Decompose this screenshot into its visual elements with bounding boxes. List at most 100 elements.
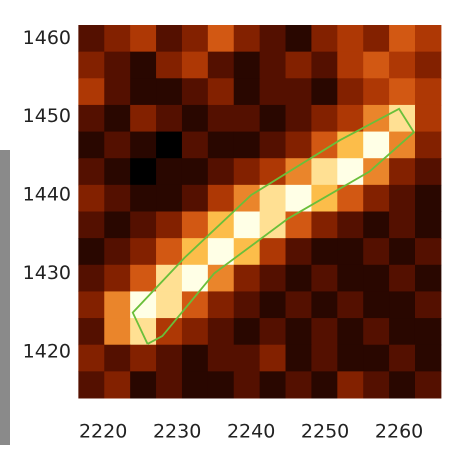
heat-cell xyxy=(311,291,337,318)
heat-cell xyxy=(389,132,415,159)
heat-cell xyxy=(415,105,441,132)
heat-cell xyxy=(156,345,182,372)
side-image-strip xyxy=(0,150,10,445)
heat-cell xyxy=(286,132,312,159)
heat-cell xyxy=(363,78,389,105)
heat-cell xyxy=(104,371,130,398)
heat-cell xyxy=(311,78,337,105)
heat-cell xyxy=(182,78,208,105)
heat-cell xyxy=(130,78,156,105)
heat-cell xyxy=(363,238,389,265)
heat-cell xyxy=(337,132,363,159)
x-tick-label: 2240 xyxy=(227,421,275,443)
heat-cell xyxy=(156,158,182,185)
heat-cell xyxy=(337,78,363,105)
heat-cell xyxy=(389,238,415,265)
heat-cell xyxy=(130,345,156,372)
heat-cell xyxy=(260,212,286,239)
heat-cell xyxy=(182,158,208,185)
heat-cell xyxy=(156,318,182,345)
heat-cell xyxy=(78,318,104,345)
x-tick-label: 2250 xyxy=(301,421,349,443)
heat-cell xyxy=(78,132,104,159)
heat-cell xyxy=(311,212,337,239)
heat-cell xyxy=(182,238,208,265)
heat-cell xyxy=(234,212,260,239)
heat-cell xyxy=(337,212,363,239)
heat-cell xyxy=(234,371,260,398)
heat-cell xyxy=(286,318,312,345)
heat-cell xyxy=(130,105,156,132)
heat-cell xyxy=(156,291,182,318)
heat-cell xyxy=(337,318,363,345)
heat-cell xyxy=(156,132,182,159)
heat-cell xyxy=(234,52,260,79)
heat-cell xyxy=(260,185,286,212)
heat-cell xyxy=(156,265,182,292)
heat-cell xyxy=(208,132,234,159)
heat-cell xyxy=(156,371,182,398)
heat-cell xyxy=(363,25,389,52)
heat-cell xyxy=(156,105,182,132)
heat-cell xyxy=(415,318,441,345)
heat-cell xyxy=(389,318,415,345)
x-tick-label: 2220 xyxy=(79,421,127,443)
heat-cell xyxy=(415,52,441,79)
heat-cell xyxy=(78,212,104,239)
heat-cell xyxy=(363,291,389,318)
heat-cell xyxy=(286,212,312,239)
x-tick-label: 2260 xyxy=(375,421,423,443)
heat-cell xyxy=(104,25,130,52)
heat-cell xyxy=(363,132,389,159)
heat-cell xyxy=(208,158,234,185)
heat-cell xyxy=(286,52,312,79)
heat-cell xyxy=(182,345,208,372)
heat-cell xyxy=(260,345,286,372)
heat-cell xyxy=(286,105,312,132)
heat-cell xyxy=(415,158,441,185)
heat-cell xyxy=(415,185,441,212)
heat-cell xyxy=(78,345,104,372)
heat-cell xyxy=(286,25,312,52)
heat-cell xyxy=(311,265,337,292)
heat-cell xyxy=(389,265,415,292)
heat-cell xyxy=(104,238,130,265)
heat-cell xyxy=(337,265,363,292)
heat-cell xyxy=(182,132,208,159)
heat-cell xyxy=(156,78,182,105)
heat-cell xyxy=(260,25,286,52)
heat-cell xyxy=(337,25,363,52)
heat-cell xyxy=(130,132,156,159)
heat-cell xyxy=(104,265,130,292)
heat-cell xyxy=(104,291,130,318)
heat-cell xyxy=(156,212,182,239)
heat-cell xyxy=(260,265,286,292)
heat-cell xyxy=(104,132,130,159)
heat-cell xyxy=(182,265,208,292)
heat-cell xyxy=(260,291,286,318)
heat-cell xyxy=(286,265,312,292)
heat-cell xyxy=(208,345,234,372)
heat-cell xyxy=(286,238,312,265)
heat-cell xyxy=(182,25,208,52)
heat-cell xyxy=(415,78,441,105)
heat-cell xyxy=(389,52,415,79)
heat-cell xyxy=(260,105,286,132)
heat-cell xyxy=(78,78,104,105)
heat-cell xyxy=(389,185,415,212)
heat-cell xyxy=(260,132,286,159)
heat-cell xyxy=(104,318,130,345)
heat-cell xyxy=(130,212,156,239)
heat-cell xyxy=(337,345,363,372)
heat-cell xyxy=(234,318,260,345)
heat-cell xyxy=(363,185,389,212)
heat-cell xyxy=(337,291,363,318)
heat-cell xyxy=(415,25,441,52)
heat-cell xyxy=(130,371,156,398)
heat-cell xyxy=(104,345,130,372)
heat-cell xyxy=(234,78,260,105)
heat-cell xyxy=(104,78,130,105)
heat-cell xyxy=(130,52,156,79)
chart: 2220223022402250226014201430144014501460 xyxy=(0,0,454,449)
heat-cell xyxy=(415,132,441,159)
